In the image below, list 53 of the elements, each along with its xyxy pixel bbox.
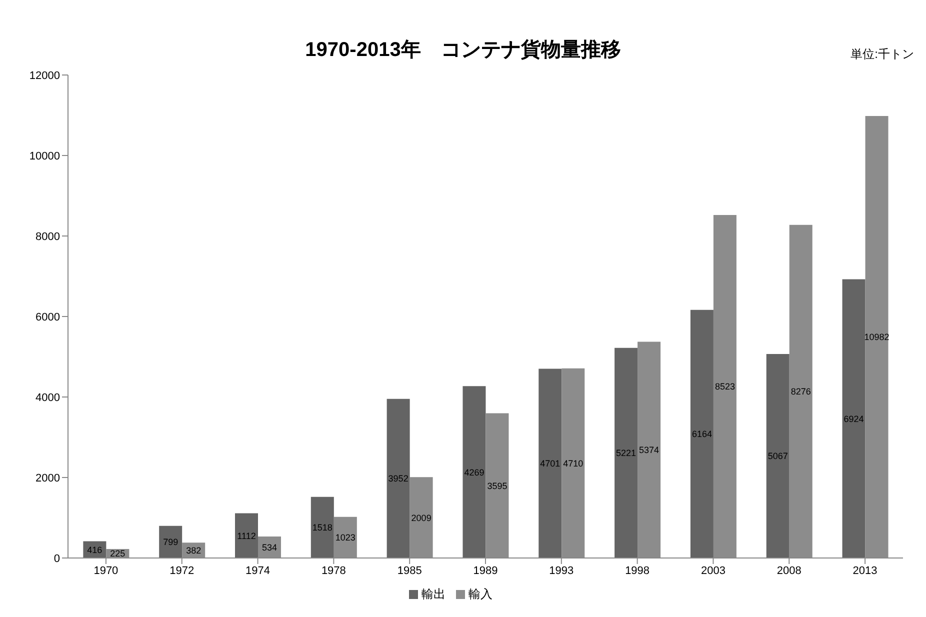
y-tick-label: 6000 [36,311,60,324]
data-label: 799 [163,537,178,548]
bar [235,513,258,558]
bar [538,368,562,558]
data-label: 382 [186,546,202,556]
y-tick-label: 2000 [36,472,60,484]
data-label: 8523 [714,382,735,392]
bar [690,310,714,558]
data-label: 6164 [692,429,712,440]
data-label: 225 [110,548,126,559]
data-label: 8276 [790,386,811,397]
x-tick-label: 1985 [397,564,422,577]
data-label: 4710 [563,458,584,468]
x-tick-label: 1989 [473,564,498,577]
y-tick-label: 8000 [36,230,60,243]
data-label: 4269 [464,467,484,478]
data-label: 1518 [312,522,332,533]
data-label: 4701 [540,458,560,469]
bar [614,348,638,558]
data-label: 5067 [768,451,788,462]
y-tick-label: 12000 [29,70,60,82]
x-tick-label: 1972 [170,564,194,577]
data-label: 534 [262,542,278,552]
x-tick-label: 2013 [852,564,878,577]
data-label: 2009 [411,512,432,523]
text: 単位:千トン [850,46,914,63]
chart-title: 1970-2013年 コンテナ貨物量推移 [305,39,621,61]
data-label: 3952 [388,474,408,484]
data-label: 1023 [335,532,356,543]
x-tick-label: 1993 [549,564,574,577]
x-tick-label: 1970 [94,564,118,577]
y-tick-label: 10000 [29,150,60,162]
data-label: 5221 [616,448,636,458]
bar [842,279,866,558]
bar [310,496,334,558]
x-tick-label: 2008 [776,564,802,577]
x-tick-label: 2003 [700,564,726,577]
legend-label: 輸出 [422,587,446,601]
data-label: 5374 [639,445,660,456]
y-tick-label: 4000 [36,392,60,404]
legend-label: 輸入 [468,587,492,601]
bar [159,526,182,558]
x-tick-label: 1974 [246,564,270,577]
bar [386,398,410,558]
bar [766,354,790,558]
y-tick-label: 0 [54,552,60,565]
data-label: 1112 [237,530,256,541]
data-label: 416 [87,544,102,555]
x-tick-label: 1998 [625,564,650,577]
data-label: 3595 [487,480,508,491]
x-tick-label: 1978 [321,564,346,577]
bar [462,386,486,558]
data-label: 6924 [844,414,864,424]
